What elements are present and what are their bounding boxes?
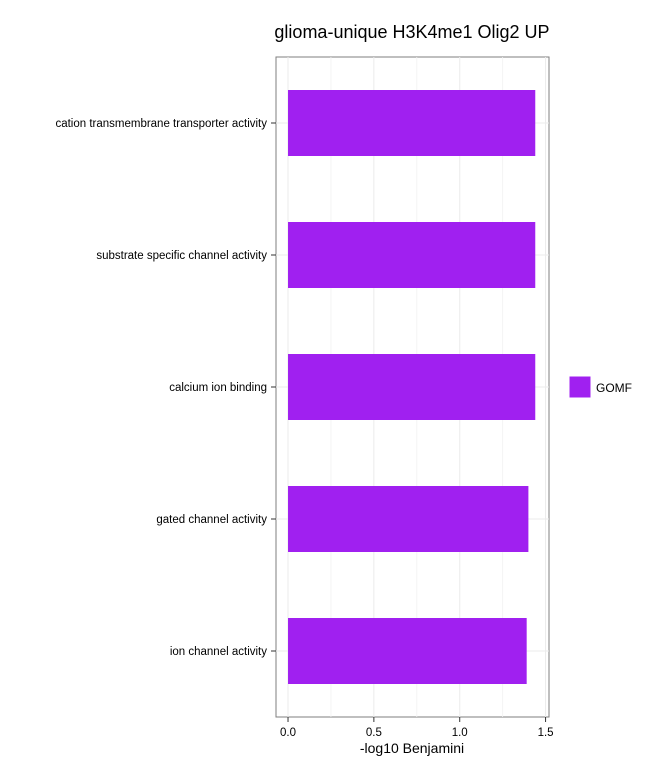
y-tick-label: calcium ion binding xyxy=(169,382,267,394)
legend-swatch xyxy=(568,375,592,399)
x-axis: 0.0 0.5 1.0 1.5 xyxy=(280,717,554,739)
chart-title: glioma-unique H3K4me1 Olig2 UP xyxy=(274,22,549,42)
y-tick-label: ion channel activity xyxy=(170,646,267,658)
bar xyxy=(288,354,536,420)
bar xyxy=(288,90,536,156)
y-tick-label: substrate specific channel activity xyxy=(96,250,267,262)
bar-layer xyxy=(288,90,536,684)
legend: GOMF xyxy=(568,375,632,399)
y-tick-label: gated channel activity xyxy=(156,514,267,526)
x-tick-label: 0.0 xyxy=(280,727,296,739)
bar xyxy=(288,222,536,288)
x-tick-label: 1.5 xyxy=(538,727,554,739)
y-axis: cation transmembrane transporter activit… xyxy=(55,118,276,658)
x-tick-label: 1.0 xyxy=(452,727,468,739)
legend-label: GOMF xyxy=(596,381,632,395)
bar xyxy=(288,486,529,552)
x-axis-title: -log10 Benjamini xyxy=(360,740,464,756)
x-tick-label: 0.5 xyxy=(366,727,382,739)
bar xyxy=(288,618,527,684)
y-tick-label: cation transmembrane transporter activit… xyxy=(55,118,267,130)
